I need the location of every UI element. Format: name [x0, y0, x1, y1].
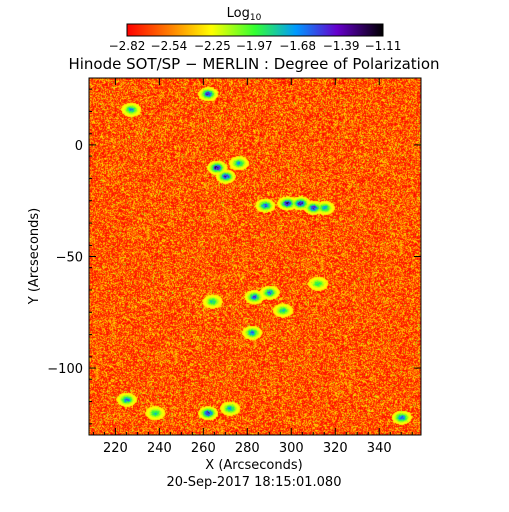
colorbar-label-base: Log	[227, 6, 250, 21]
y-tick-label: 0	[75, 139, 83, 154]
colorbar-tick-label: −1.11	[365, 39, 402, 53]
colorbar-tick-label: −2.82	[109, 39, 146, 53]
x-tick-label: 300	[279, 441, 304, 456]
x-tick-label: 280	[235, 441, 260, 456]
y-tick-label: −100	[47, 362, 83, 377]
x-tick-label: 340	[367, 441, 392, 456]
x-tick-label: 320	[323, 441, 348, 456]
heatmap-image	[89, 78, 421, 435]
colorbar-tick-label: −2.25	[194, 39, 231, 53]
x-tick-label: 220	[103, 441, 128, 456]
colorbar-label-subscript: 10	[250, 13, 262, 23]
colorbar-tick-label: −1.68	[279, 39, 316, 53]
colorbar-tick-label: −1.39	[323, 39, 360, 53]
colorbar-tick-label: −2.54	[151, 39, 188, 53]
x-axis: 220 240 260 280 300 320 340	[92, 78, 413, 456]
colorbar	[126, 23, 384, 37]
colorbar-tick-labels: −2.82 −2.54 −2.25 −1.97 −1.68 −1.39 −1.11	[109, 39, 402, 53]
y-axis: 0 −50 −100	[47, 88, 421, 425]
colorbar-label: Log10	[227, 6, 262, 23]
chart-title: Hinode SOT/SP − MERLIN : Degree of Polar…	[68, 55, 439, 73]
colorbar-tick-label: −1.97	[236, 39, 273, 53]
x-axis-label: X (Arcseconds)	[205, 458, 302, 473]
y-axis-label: Y (Arcseconds)	[27, 208, 42, 305]
y-tick-label: −50	[56, 251, 83, 266]
x-tick-label: 240	[147, 441, 172, 456]
x-tick-label: 260	[191, 441, 216, 456]
timestamp: 20-Sep-2017 18:15:01.080	[167, 475, 342, 490]
